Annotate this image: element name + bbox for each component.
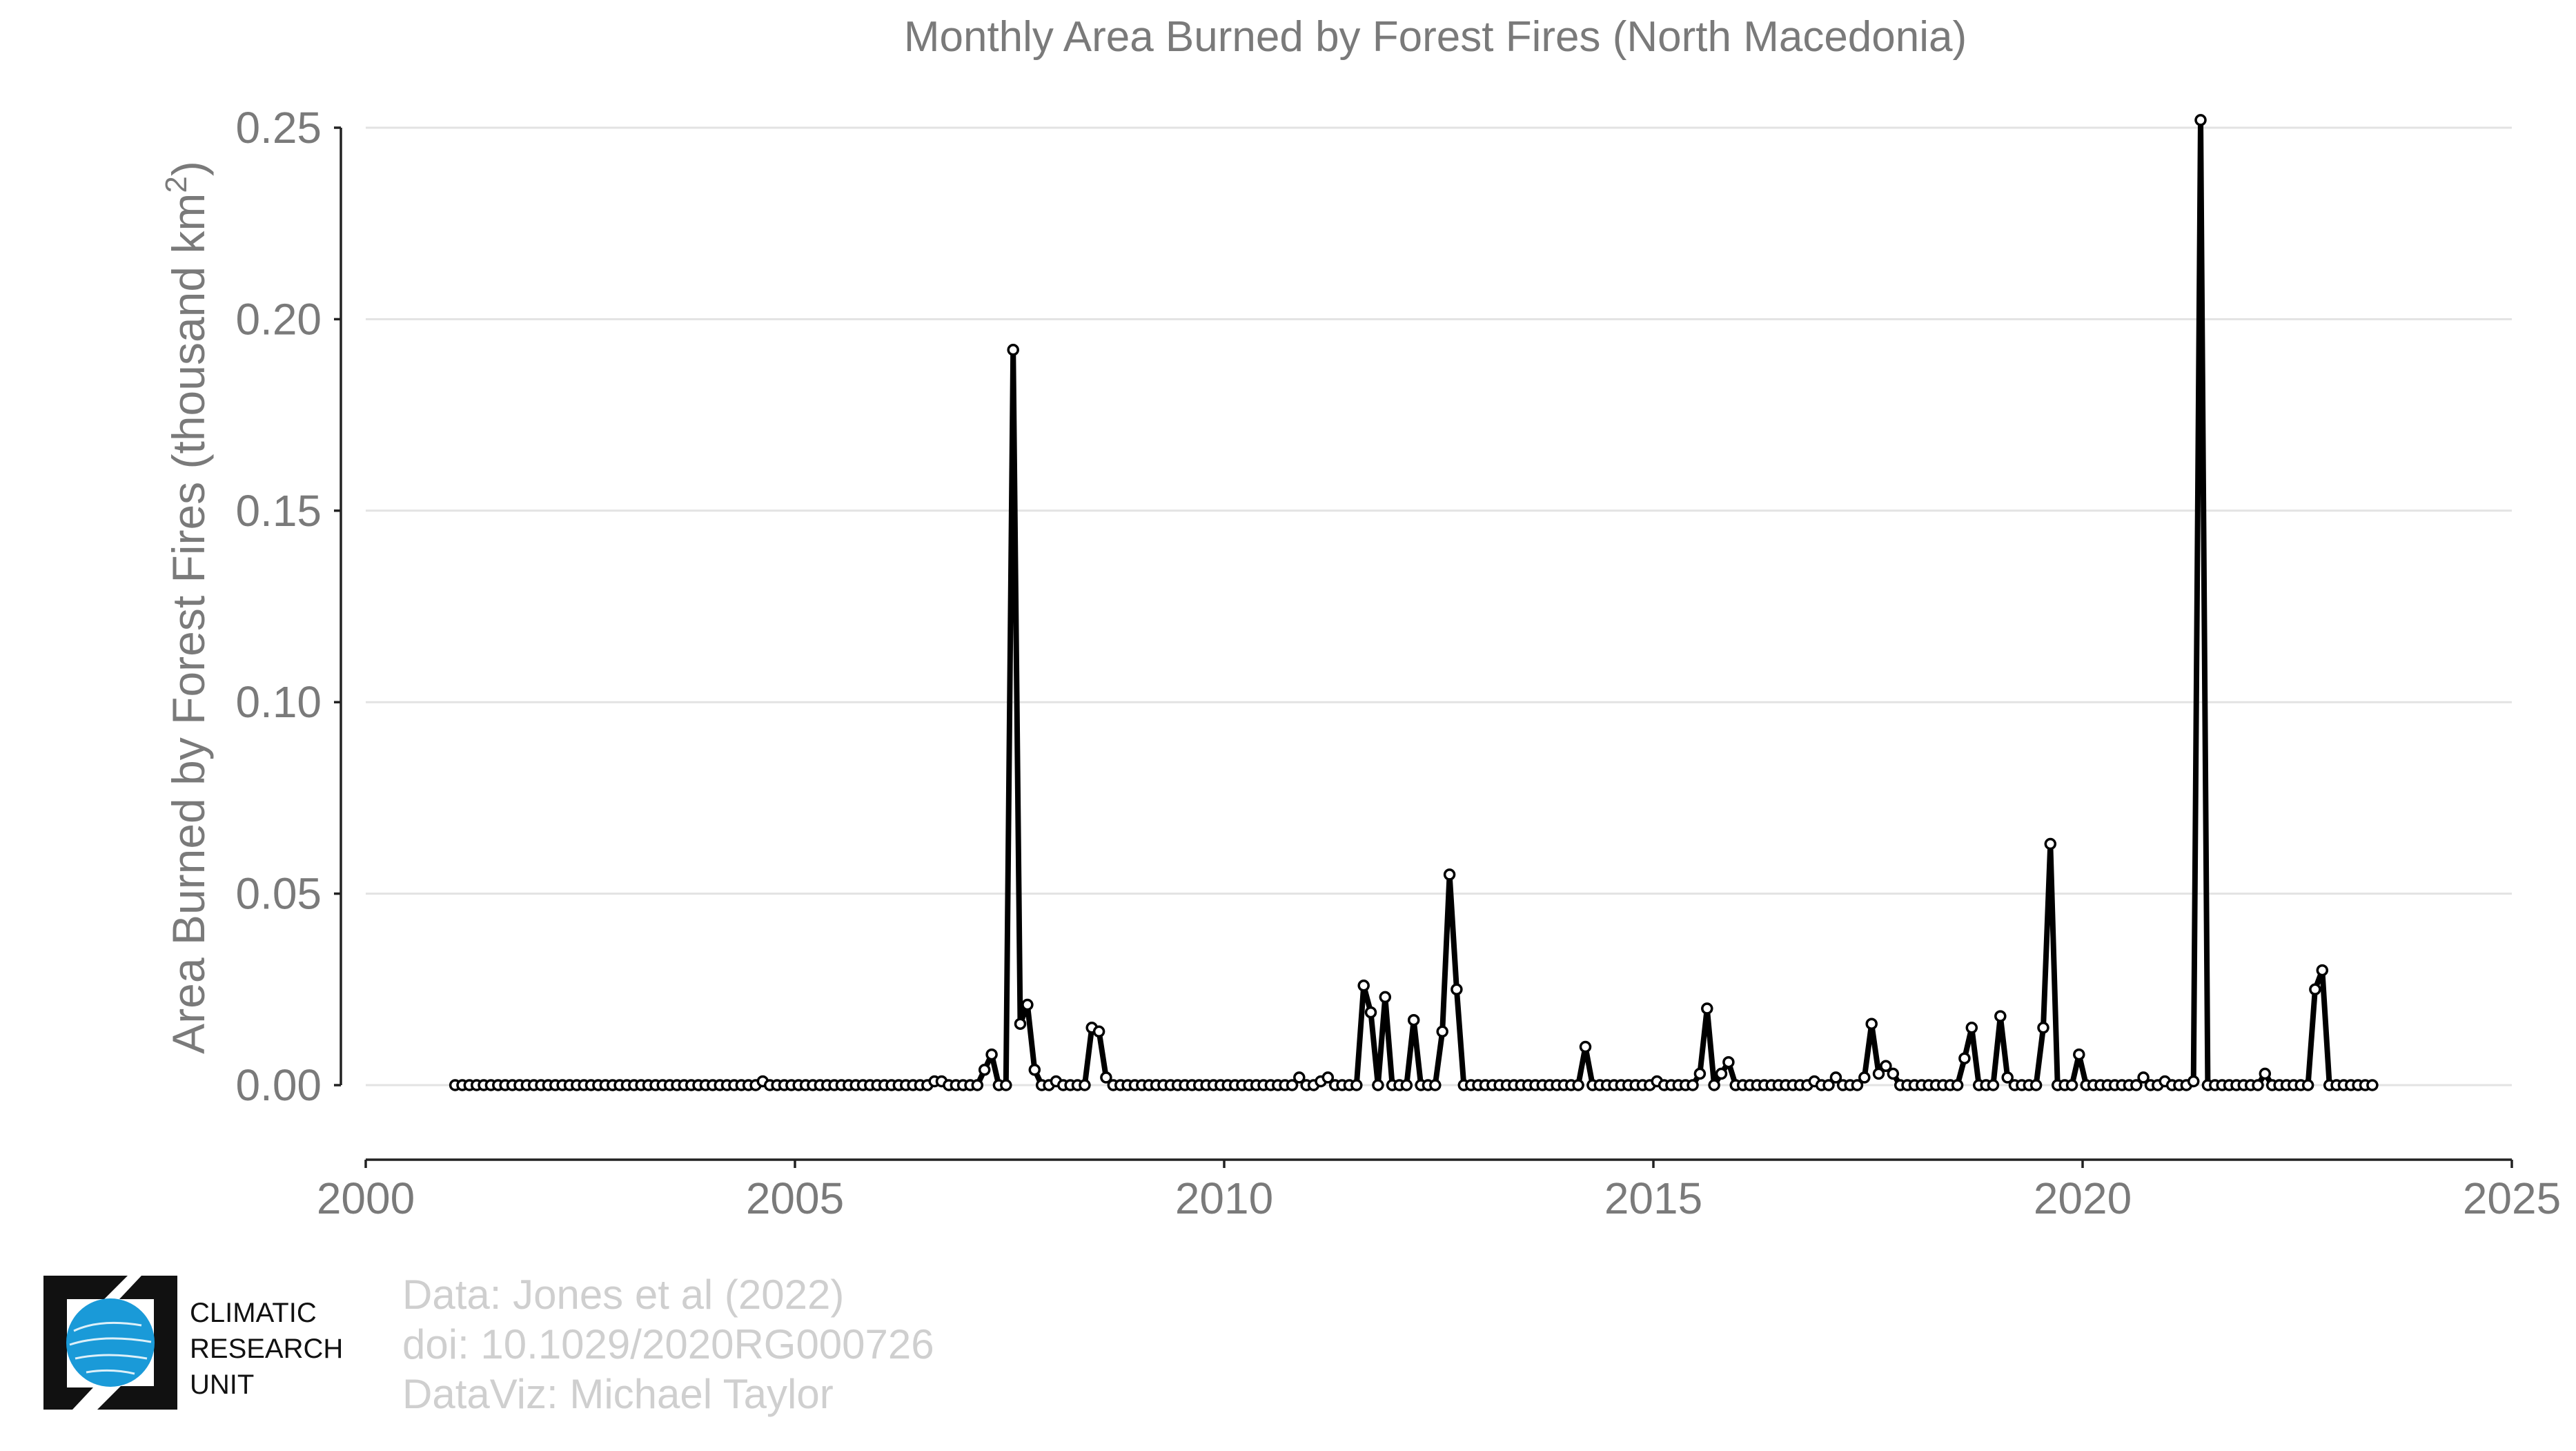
y-tick-label: 0.05 <box>235 869 322 919</box>
x-tick-label: 2010 <box>1175 1174 1273 1223</box>
data-point <box>2259 1067 2272 1080</box>
data-point <box>1887 1067 1900 1080</box>
data-point <box>1829 1071 1842 1084</box>
data-point <box>2073 1048 2085 1061</box>
data-point <box>1407 1013 1420 1026</box>
credit-dataviz: DataViz: Michael Taylor <box>402 1371 834 1417</box>
credit-doi: doi: 10.1029/2020RG000726 <box>402 1321 934 1367</box>
gridlines <box>366 126 2512 1087</box>
cru-logo: CLIMATIC RESEARCH UNIT <box>38 1270 369 1422</box>
x-tick-label: 2005 <box>746 1174 844 1223</box>
data-point <box>1100 1071 1112 1084</box>
cru-logo-mark <box>43 1276 177 1410</box>
series-line <box>455 117 2372 1088</box>
y-axis-label-close: ) <box>163 161 214 176</box>
data-point <box>1722 1055 1735 1069</box>
data-point <box>1872 1067 1885 1080</box>
data-point <box>2001 1071 2014 1084</box>
data-point <box>1958 1052 1971 1064</box>
data-point <box>1572 1079 1584 1091</box>
data-point <box>1858 1071 1871 1084</box>
data-point <box>1286 1079 1299 1091</box>
data-point <box>1400 1079 1413 1091</box>
data-point <box>1350 1079 1363 1091</box>
credits: Data: Jones et al (2022) doi: 10.1029/20… <box>402 1270 934 1419</box>
data-point <box>1443 868 1456 881</box>
data-point <box>1451 983 1463 996</box>
data-point <box>2252 1079 2264 1091</box>
data-point <box>1357 980 1370 992</box>
data-point <box>1865 1017 1878 1030</box>
data-point <box>2194 114 2207 126</box>
data-point <box>1693 1067 1707 1080</box>
data-point <box>1000 1079 1012 1091</box>
data-point <box>2130 1079 2143 1091</box>
y-axis-label: Area Burned by Forest Fires (thousand km… <box>159 161 214 1054</box>
cru-logo-text: CLIMATIC RESEARCH UNIT <box>190 1295 343 1403</box>
data-point <box>1701 1002 1713 1015</box>
data-point <box>985 1048 998 1061</box>
y-tick-label: 0.15 <box>235 486 322 536</box>
data-point <box>2366 1079 2379 1091</box>
data-points <box>449 114 2379 1091</box>
data-point <box>1965 1022 1978 1034</box>
y-tick-label: 0.10 <box>235 677 322 727</box>
logo-line-3: UNIT <box>190 1370 255 1400</box>
globe-icon <box>66 1298 155 1387</box>
y-tick-label: 0.25 <box>235 103 322 153</box>
data-point <box>1715 1067 1728 1080</box>
data-point <box>1951 1079 1964 1091</box>
data-point <box>2187 1075 2200 1088</box>
data-point <box>971 1079 984 1091</box>
data-point <box>1429 1079 1442 1091</box>
credit-data-source: Data: Jones et al (2022) <box>402 1272 845 1318</box>
data-point <box>1014 1017 1027 1030</box>
data-point <box>1579 1040 1592 1053</box>
data-point <box>1021 998 1034 1011</box>
logo-line-2: RESEARCH <box>190 1334 344 1364</box>
data-point <box>1321 1071 1335 1084</box>
y-axis-ticks: 0.00 0.05 0.10 0.15 0.20 0.25 <box>235 103 341 1110</box>
data-point <box>1028 1064 1041 1076</box>
x-axis-ticks: 2000 2005 2010 2015 2020 2025 <box>317 1160 2561 1223</box>
y-axis-label-text: Area Burned by Forest Fires (thousand km <box>163 193 214 1054</box>
data-point <box>1994 1010 2007 1022</box>
data-point <box>2137 1071 2150 1084</box>
data-point <box>1364 1006 1377 1019</box>
data-point <box>2316 964 2329 977</box>
x-tick-label: 2025 <box>2463 1174 2561 1223</box>
data-point <box>1379 991 1392 1004</box>
data-point <box>1822 1079 1835 1091</box>
data-point <box>2044 837 2057 850</box>
data-point <box>1708 1079 1720 1091</box>
y-tick-label: 0.00 <box>235 1060 322 1110</box>
chart-title: Monthly Area Burned by Forest Fires (Nor… <box>904 13 1967 61</box>
data-point <box>1092 1025 1105 1038</box>
logo-line-1: CLIMATIC <box>190 1298 317 1328</box>
x-tick-label: 2015 <box>1604 1174 1702 1223</box>
data-point <box>1372 1079 1384 1091</box>
data-point <box>1079 1079 1091 1091</box>
data-point <box>1436 1025 1448 1038</box>
x-tick-label: 2020 <box>2034 1174 2132 1223</box>
data-point <box>2037 1022 2049 1034</box>
data-point <box>2065 1079 2078 1091</box>
data-point <box>1687 1079 1699 1091</box>
y-axis-label-superscript: 2 <box>159 176 193 193</box>
data-point <box>1880 1060 1892 1073</box>
data-point <box>2309 983 2321 996</box>
data-point <box>1007 344 1019 356</box>
y-tick-label: 0.20 <box>235 294 322 344</box>
data-point <box>2029 1079 2043 1091</box>
data-point <box>1987 1079 2000 1091</box>
data-point <box>1851 1079 1864 1091</box>
data-point <box>1293 1071 1306 1084</box>
data-point <box>2301 1079 2314 1091</box>
data-point <box>978 1064 991 1076</box>
x-tick-label: 2000 <box>317 1174 415 1223</box>
